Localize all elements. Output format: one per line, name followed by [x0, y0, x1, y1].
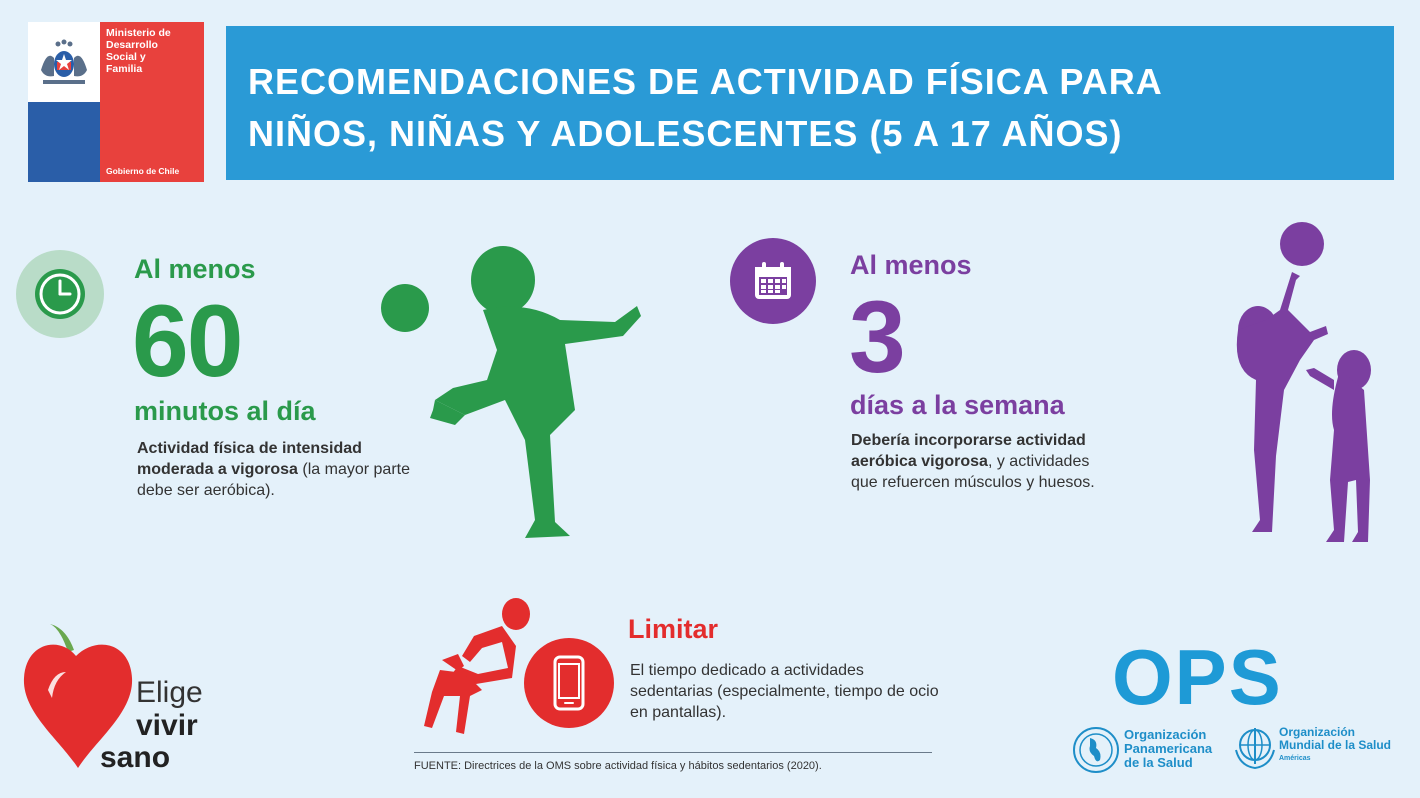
title-banner: RECOMENDACIONES DE ACTIVIDAD FÍSICA PARA…	[226, 26, 1394, 180]
ministry-logo-blue	[28, 22, 100, 182]
purple-description: Debería incorporarse actividad aeróbica …	[851, 430, 1111, 493]
ministry-name-line: Ministerio de	[106, 27, 171, 39]
who-emblem-icon	[1235, 728, 1275, 770]
green-description: Actividad física de intensidad moderada …	[137, 438, 437, 501]
phone-icon	[524, 638, 614, 728]
ops-logo: OPS	[1112, 633, 1283, 721]
who-region: Américas	[1279, 755, 1311, 762]
who-name-line: Organización	[1279, 725, 1356, 739]
page-title-line-1: RECOMENDACIONES DE ACTIVIDAD FÍSICA PARA	[248, 61, 1163, 102]
coat-of-arms-icon	[28, 22, 100, 102]
ministry-logo-red: Ministerio de Desarrollo Social y Famili…	[100, 22, 204, 182]
green-description-rest: (la mayor parte debe ser aeróbica).	[137, 461, 410, 499]
girls-playing-ball-illustration	[1236, 222, 1371, 542]
who-name-line: Mundial de la Salud	[1279, 738, 1392, 752]
ministry-name-line: Social y	[106, 51, 146, 63]
page-title-line-2: NIÑOS, NIÑAS Y ADOLESCENTES (5 A 17 AÑOS…	[248, 113, 1123, 154]
ministry-logo: Ministerio de Desarrollo Social y Famili…	[28, 22, 204, 182]
ministry-name: Ministerio de Desarrollo Social y Famili…	[100, 22, 204, 75]
ministry-name-line: Desarrollo	[106, 39, 158, 51]
government-label: Gobierno de Chile	[106, 166, 180, 176]
sano-text: sano	[100, 741, 171, 774]
purple-prefix: Al menos	[850, 250, 972, 280]
paho-name-line: de la Salud	[1124, 755, 1193, 770]
paho-name: Organización Panamericana de la Salud	[1124, 728, 1212, 770]
ministry-name-line: Familia	[106, 63, 143, 75]
vivir-text: vivir	[136, 709, 198, 742]
paho-name-line: Organización	[1124, 727, 1207, 742]
green-unit: minutos al día	[134, 396, 316, 426]
purple-description-bold: Debería incorporarse actividad aeróbica …	[851, 432, 1086, 470]
ball	[1280, 222, 1324, 266]
green-description-bold: Actividad física de intensidad moderada …	[137, 440, 362, 478]
child-kicking-ball-illustration	[381, 246, 641, 538]
soccer-ball	[381, 284, 429, 332]
purple-unit: días a la semana	[850, 390, 1065, 420]
red-description: El tiempo dedicado a actividades sedenta…	[630, 662, 939, 721]
green-prefix: Al menos	[134, 254, 256, 284]
apple-heart-logo	[23, 624, 133, 768]
calendar-icon	[730, 238, 816, 324]
source-divider	[414, 752, 932, 753]
who-name: Organización Mundial de la Salud América…	[1279, 726, 1391, 765]
clock-icon	[16, 250, 104, 338]
purple-description-rest: , y actividades que refuercen músculos y…	[851, 453, 1095, 491]
elige-text: Elige	[136, 676, 203, 709]
seated-child-illustration	[424, 598, 530, 734]
leaf-icon	[50, 624, 74, 652]
green-number: 60	[132, 284, 243, 398]
paho-name-line: Panamericana	[1124, 741, 1213, 756]
source-text: FUENTE: Directrices de la OMS sobre acti…	[414, 760, 822, 772]
paho-emblem-icon	[1073, 727, 1119, 773]
heart-icon	[23, 644, 133, 768]
purple-number: 3	[849, 280, 906, 394]
red-title: Limitar	[628, 614, 719, 644]
